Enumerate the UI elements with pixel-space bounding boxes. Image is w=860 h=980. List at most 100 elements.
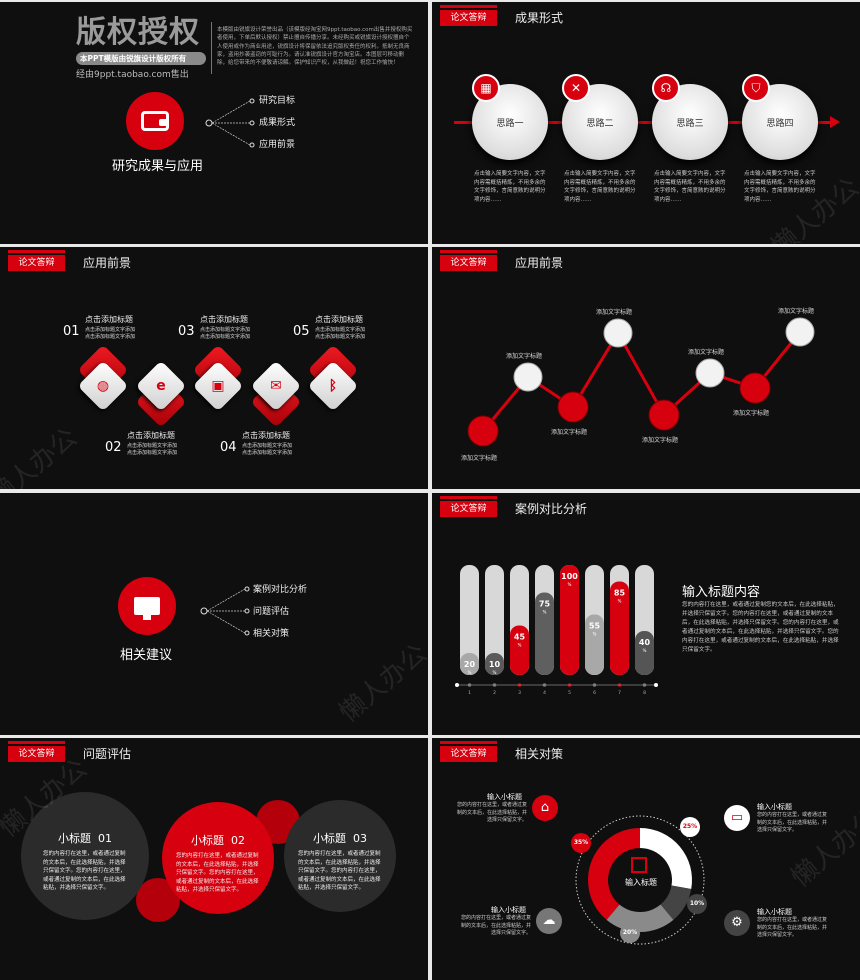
bar	[535, 592, 554, 675]
card-circle[interactable]	[162, 802, 274, 914]
card-circle[interactable]	[21, 792, 149, 920]
percent-label: 20%	[622, 929, 638, 936]
slide-3[interactable]: 论文答辩 应用前景 ◍ 01 点击添加标题 点击添加标题文字添加 点击添加标题文字添加 e…	[0, 247, 428, 489]
donut-segment	[588, 828, 640, 920]
shield-icon: ⛉	[742, 74, 770, 102]
step-description: 点击输入简要文字内容，文字内容需概括精炼，不用多余的文字修饰，言简意赅的说明分项…	[474, 171, 546, 203]
copyright-notice: 本模版由锐旗设计荣誉出品（该模版经淘宝网9ppt.taobao.com出售并授权…	[217, 27, 413, 67]
point-label: 添加文字标题	[461, 455, 498, 462]
white-node	[603, 318, 633, 348]
white-node	[513, 362, 543, 392]
slide-title: 成果形式	[515, 11, 564, 25]
bar	[485, 653, 504, 675]
branch-item: 问题评估	[253, 607, 290, 617]
bar-unit: %	[543, 610, 547, 615]
item-text: 点击添加标题文字添加	[242, 450, 293, 456]
bar	[460, 653, 479, 675]
axis-end	[654, 683, 658, 687]
card-title: 小标题 03	[313, 832, 367, 845]
note-icon	[631, 857, 647, 873]
branch-item: 应用前景	[259, 140, 296, 150]
slide-1[interactable]: 版权授权 本PPT模版由锐旗设计版权所有 经由9ppt.taobao.com售出…	[0, 2, 428, 244]
item-number: 05	[293, 324, 310, 339]
headset-icon: ☊	[652, 74, 680, 102]
point-label: 添加文字标题	[688, 349, 725, 356]
slide-title: 应用前景	[515, 256, 564, 270]
point-label: 添加文字标题	[596, 309, 633, 316]
slide-5[interactable]: 相关建议 案例对比分析 问题评估 相关对策 懒人办公	[0, 493, 428, 735]
point-label: 添加文字标题	[506, 353, 543, 360]
percent-label: 25%	[682, 823, 698, 830]
red-node	[739, 372, 771, 404]
slide-title: 问题评估	[83, 747, 132, 761]
category-label: 3	[518, 690, 521, 696]
category-label: 1	[468, 690, 471, 696]
section-tag: 论文答辩	[440, 501, 497, 517]
section-tag: 论文答辩	[8, 746, 65, 762]
point-label: 添加文字标题	[778, 308, 815, 315]
item-text: 点击添加标题文字添加	[85, 334, 136, 340]
step-label: 思路二	[586, 118, 614, 129]
item-text: 点击添加标题文字添加	[315, 327, 366, 333]
donut-segment	[660, 885, 692, 920]
slide-title: 案例对比分析	[515, 502, 588, 516]
bar-value-label: 55	[589, 622, 601, 631]
note-body: 您的内容打在这里，或者通过复制的文本后，在此选择粘贴，并选择只保留文字。	[757, 812, 828, 833]
note-title: 输入小标题	[491, 906, 526, 914]
globe-icon: ◍	[96, 378, 110, 394]
branch-lines	[200, 586, 250, 636]
slide-4[interactable]: 论文答辩 应用前景 添加文字标题 添加文字标题 添加文字标题 添加文字标题 添加文字标题…	[432, 247, 860, 489]
bar-track	[485, 565, 504, 675]
item-title: 点击添加标题	[242, 431, 290, 440]
slide-2[interactable]: 论文答辩 成果形式 思路一 ▦ 点击输入简要文字内容，文字内容需概括精炼，不用多余的…	[432, 2, 860, 244]
image-icon: ▣	[211, 378, 225, 394]
slide-7[interactable]: 论文答辩 问题评估 小标题 01 您的内容打在这里，或者通过复制的文本后，在此选择…	[0, 738, 428, 980]
logo-title: 版权授权	[76, 15, 200, 50]
category-label: 6	[593, 690, 596, 696]
item-title: 点击添加标题	[200, 315, 248, 324]
card-title: 小标题 01	[58, 832, 112, 845]
slide-8[interactable]: 论文答辩 相关对策 输入标题 25% 10% 20% 35% ⌂ 输入小标题 您的内容打在这…	[432, 738, 860, 980]
slide-title: 应用前景	[83, 256, 132, 270]
red-node	[648, 399, 680, 431]
branch-item: 案例对比分析	[253, 585, 308, 595]
content-body: 您的内容打在这里，或者通过复制您的文本后，在此选择粘贴，并选择只保留文字。您的内…	[682, 602, 839, 653]
section-tag: 论文答辩	[440, 746, 497, 762]
bar-unit: %	[593, 632, 597, 637]
donut-chart	[575, 815, 705, 945]
slide-6[interactable]: 论文答辩 案例对比分析 20% 1 10% 2 45% 3 75% 4 100% 5 55% 6 85%…	[432, 493, 860, 735]
bar	[635, 631, 654, 675]
item-number: 03	[178, 324, 195, 339]
donut-segment	[606, 904, 674, 932]
step-description: 点击输入简要文字内容，文字内容需概括精炼，不用多余的文字修饰，言简意赅的说明分项…	[564, 171, 636, 203]
step-circle[interactable]: 思路四	[742, 84, 818, 160]
bar-value-label: 10	[489, 660, 501, 669]
branch-lines	[205, 98, 255, 148]
category-label: 2	[493, 690, 496, 696]
divider	[211, 22, 212, 74]
calendar-icon: ▦	[472, 74, 500, 102]
card-circle[interactable]	[284, 800, 396, 912]
category-label: 4	[543, 690, 546, 696]
red-node	[557, 391, 589, 423]
bar-value-label: 100	[561, 572, 578, 581]
monitor-icon	[118, 577, 176, 635]
note-title: 输入小标题	[757, 803, 792, 811]
mail-icon: ✉	[270, 378, 282, 394]
section-title: 研究成果与应用	[112, 159, 204, 174]
bar-value-label: 20	[464, 660, 476, 669]
browser-icon: e	[156, 378, 166, 394]
copyright-logo: 版权授权 本PPT模版由锐旗设计版权所有 经由9ppt.taobao.com售出	[76, 16, 206, 80]
laptop-icon: ▭	[724, 805, 750, 831]
content-heading: 输入标题内容	[682, 585, 761, 600]
percent-badge: 20%	[620, 923, 640, 943]
item-text: 点击添加标题文字添加	[200, 334, 251, 340]
branch-item: 成果形式	[259, 118, 296, 128]
slide-title: 相关对策	[515, 747, 564, 761]
item-text: 点击添加标题文字添加	[127, 443, 178, 449]
card-body: 您的内容打在这里，或者通过复制的文本后，在此选择粘贴，并选择只保留文字。您的内容…	[43, 851, 126, 891]
white-node	[785, 317, 815, 347]
timeline-line	[454, 121, 834, 124]
bar-value-label: 45	[514, 633, 526, 642]
item-number: 04	[220, 440, 237, 455]
